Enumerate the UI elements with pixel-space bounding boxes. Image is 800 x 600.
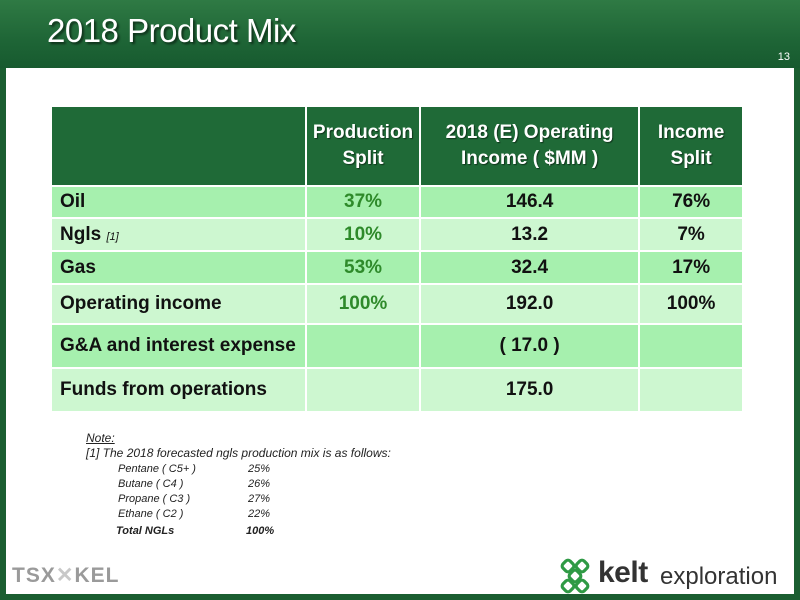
kelt-knot-icon <box>560 558 590 594</box>
income-split-cell: 100% <box>638 283 744 325</box>
table-row: Ngls [1] 10% 13.2 7% <box>49 217 744 252</box>
production-split-cell: 10% <box>305 217 421 252</box>
row-label: Funds from operations <box>49 367 308 413</box>
operating-income-cell: 192.0 <box>418 283 641 325</box>
production-split-cell: 100% <box>305 283 421 325</box>
ngl-mix-value: 25% <box>248 463 271 475</box>
header-blank <box>49 105 308 187</box>
operating-income-cell: 175.0 <box>418 367 641 413</box>
row-label: Gas <box>49 250 308 285</box>
footnote-ref: [1] <box>106 230 119 243</box>
income-split-cell: 7% <box>638 217 744 252</box>
header-production-split: Production Split <box>305 105 421 187</box>
tsx-logo: TSX✕KEL <box>12 564 120 587</box>
ngl-mix-name: Ethane ( C2 ) <box>118 508 184 520</box>
ngl-mix-value: 26% <box>248 478 271 490</box>
title-bar <box>0 0 800 68</box>
ngl-total-value: 100% <box>246 525 275 537</box>
product-mix-table: Production Split 2018 (E) Operating Income… <box>49 105 744 413</box>
page-number: 13 <box>777 51 790 63</box>
table-row: Oil 37% 146.4 76% <box>49 185 744 219</box>
header-income-split: Income Split <box>638 105 744 187</box>
operating-income-cell: ( 17.0 ) <box>418 323 641 369</box>
income-split-cell: 76% <box>638 185 744 219</box>
page-title: 2018 Product Mix <box>47 12 296 49</box>
ngl-mix-name: Pentane ( C5+ ) <box>118 463 196 475</box>
kelt-brand-suffix: exploration <box>660 563 778 590</box>
operating-income-cell: 13.2 <box>418 217 641 252</box>
income-split-cell <box>638 367 744 413</box>
table-header-row: Production Split 2018 (E) Operating Income… <box>49 105 744 187</box>
ngl-mix-name: Propane ( C3 ) <box>118 493 191 505</box>
note-heading: Note: <box>86 431 115 445</box>
slide-frame <box>0 68 800 600</box>
operating-income-cell: 32.4 <box>418 250 641 285</box>
ngl-total-name: Total NGLs <box>116 525 175 537</box>
row-label: Oil <box>49 185 308 219</box>
ngl-mix-name: Butane ( C4 ) <box>118 478 184 490</box>
row-label: G&A and interest expense <box>49 323 308 369</box>
header-operating-income: 2018 (E) Operating Income ( $MM ) <box>418 105 641 187</box>
production-split-cell <box>305 367 421 413</box>
table-row: Funds from operations 175.0 <box>49 367 744 413</box>
table-row: Operating income 100% 192.0 100% <box>49 283 744 325</box>
production-split-cell: 53% <box>305 250 421 285</box>
operating-income-cell: 146.4 <box>418 185 641 219</box>
kelt-brand: kelt <box>598 556 648 589</box>
table-row: Gas 53% 32.4 17% <box>49 250 744 285</box>
income-split-cell <box>638 323 744 369</box>
footnote-block: Note: [1] The 2018 forecasted ngls produ… <box>86 431 391 461</box>
row-label: Ngls [1] <box>49 217 308 252</box>
ngl-mix-value: 27% <box>248 493 271 505</box>
ngl-mix-value: 22% <box>248 508 271 520</box>
income-split-cell: 17% <box>638 250 744 285</box>
note-text: [1] The 2018 forecasted ngls production … <box>86 446 391 460</box>
row-label: Operating income <box>49 283 308 325</box>
production-split-cell <box>305 323 421 369</box>
production-split-cell: 37% <box>305 185 421 219</box>
table-row: G&A and interest expense ( 17.0 ) <box>49 323 744 369</box>
